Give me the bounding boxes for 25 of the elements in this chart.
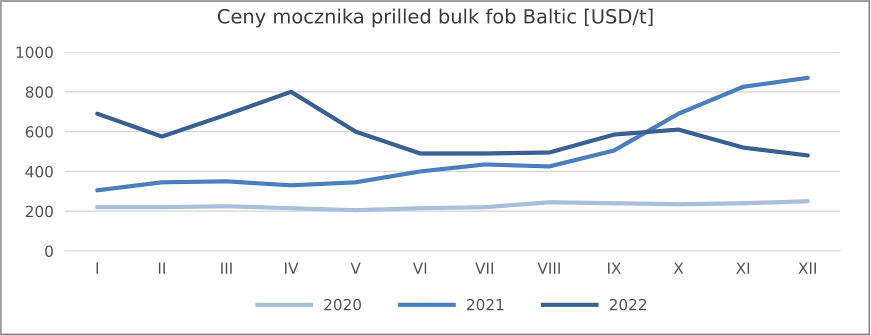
x-tick-label: XII: [798, 262, 816, 274]
x-tick-label: VII: [475, 262, 494, 274]
line-series: [95, 76, 810, 192]
line-series: [95, 90, 810, 158]
y-tick-label: 200: [26, 206, 53, 218]
x-tick-label: IX: [608, 262, 621, 274]
x-tick-label: IV: [285, 262, 298, 274]
y-tick-label: 800: [26, 86, 53, 98]
x-tick-label: X: [674, 262, 684, 274]
x-tick-label: I: [96, 262, 98, 274]
y-tick-label: 1000: [16, 46, 53, 58]
x-tick-label: XI: [736, 262, 750, 274]
x-tick-label: V: [350, 262, 361, 274]
line-series: [95, 199, 810, 212]
x-tick-label: VIII: [538, 262, 560, 274]
legend-label: 2020: [324, 298, 361, 310]
legend-label: 2022: [610, 298, 646, 310]
legend-label: 2021: [467, 298, 504, 310]
x-tick-label: III: [221, 262, 232, 274]
x-tick-label: VI: [412, 262, 426, 274]
y-tick-label: 600: [26, 126, 53, 138]
chart-title: Ceny mocznika prilled bulk fob Baltic [USD/t]: [218, 8, 652, 28]
y-tick-label: 0: [45, 245, 53, 258]
y-tick-label: 400: [25, 166, 53, 178]
x-tick-label: II: [158, 262, 165, 274]
